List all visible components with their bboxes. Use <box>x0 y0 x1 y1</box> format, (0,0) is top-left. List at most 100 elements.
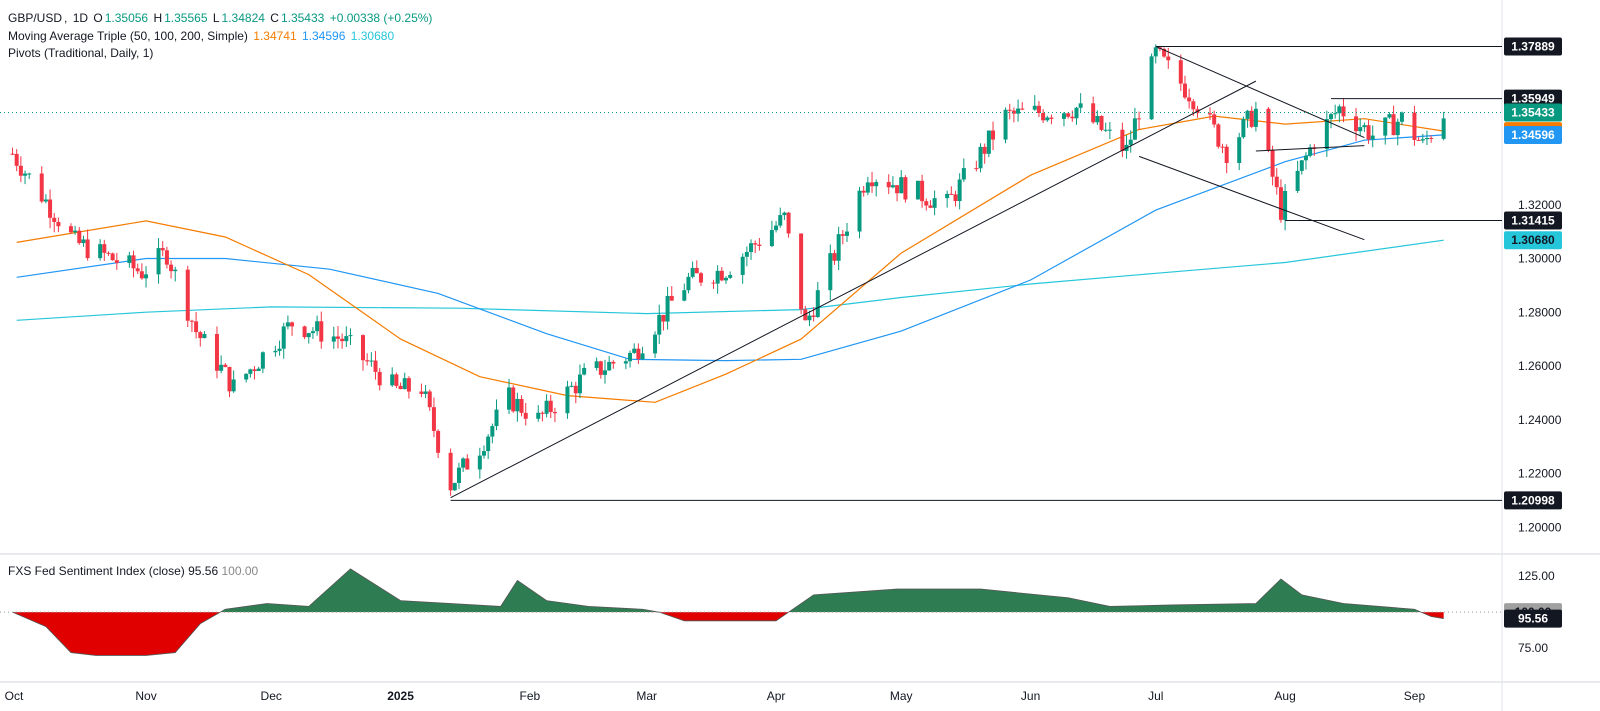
sub-y-tick-label: 125.00 <box>1518 569 1555 583</box>
candle-body <box>724 277 728 281</box>
candle-body <box>1412 112 1417 140</box>
candle-body <box>740 256 745 275</box>
candle-body <box>348 335 353 337</box>
candle-body <box>373 360 378 372</box>
candle-body <box>477 455 482 470</box>
candle-body <box>214 334 219 371</box>
sentiment-ref: 100.00 <box>221 564 259 578</box>
candle-body <box>920 180 925 202</box>
y-tick-label: 1.20000 <box>1518 520 1562 534</box>
candle-body <box>1387 114 1392 118</box>
candle-body <box>1441 118 1446 139</box>
candle-body <box>490 426 495 437</box>
candle-body <box>369 360 374 362</box>
candle-body <box>1341 106 1346 117</box>
candle-body <box>256 368 261 371</box>
candle-body <box>569 385 574 387</box>
candle-body <box>1041 113 1046 121</box>
candle-body <box>135 268 140 272</box>
candle-body <box>1283 190 1288 220</box>
price-tag-label: 1.37889 <box>1511 39 1555 53</box>
candle-body <box>690 267 695 277</box>
candle-body <box>1429 137 1434 139</box>
y-tick-label: 1.22000 <box>1518 467 1562 481</box>
candle-body <box>957 179 962 202</box>
candle-body <box>1278 187 1283 220</box>
y-tick-label: 1.28000 <box>1518 305 1562 319</box>
candle-body <box>1333 113 1338 115</box>
candle-body <box>18 165 23 176</box>
candle-body <box>1266 108 1271 151</box>
candle-body <box>461 458 466 468</box>
price-tag-label: 1.34596 <box>1511 128 1555 142</box>
candle-body <box>507 387 512 410</box>
candle-body <box>1091 103 1096 123</box>
candle-body <box>1011 110 1016 114</box>
candle-body <box>1128 139 1133 145</box>
candle-body <box>1245 110 1250 119</box>
ma-legend[interactable]: Moving Average Triple (50, 100, 200, Sim… <box>8 29 396 43</box>
candle-body <box>77 230 82 244</box>
candle-body <box>56 221 61 227</box>
candle-body <box>728 274 733 278</box>
candle-body <box>1099 116 1104 130</box>
candle-body <box>23 173 28 176</box>
candle-body <box>106 252 111 254</box>
candle-body <box>749 243 754 252</box>
candle-body <box>427 391 432 408</box>
candle-body <box>1354 116 1359 132</box>
candle-body <box>799 233 804 310</box>
candle-body <box>1032 105 1037 110</box>
candle-body <box>594 361 599 368</box>
trendline <box>1255 145 1365 152</box>
candle-body <box>1399 112 1404 122</box>
high-value: 1.35565 <box>164 11 208 25</box>
candle-body <box>1370 135 1375 140</box>
candle-body <box>1391 114 1396 136</box>
candle-body <box>1166 56 1171 61</box>
candle-body <box>715 270 720 284</box>
candle-body <box>782 212 787 216</box>
candle-body <box>1074 107 1079 119</box>
candle-body <box>874 181 879 187</box>
candle-body <box>1003 109 1008 140</box>
sentiment-tag <box>1504 609 1562 628</box>
candle-body <box>845 231 849 236</box>
candle-body <box>870 182 875 187</box>
candle-body <box>302 326 307 338</box>
candle-body <box>1182 83 1187 98</box>
candle-body <box>786 212 791 234</box>
candle-body <box>1324 119 1329 149</box>
open-label: O <box>93 11 103 25</box>
candle-body <box>1220 146 1225 148</box>
candle-body <box>340 338 345 342</box>
y-tick-label: 1.24000 <box>1518 413 1562 427</box>
sentiment-line <box>12 568 1444 656</box>
price-tag-label: 1.20998 <box>1511 493 1555 507</box>
candle-body <box>949 193 954 195</box>
candle-body <box>110 253 115 261</box>
candle-body <box>160 248 165 251</box>
pivots-label: Pivots (Traditional, Daily, 1) <box>8 46 154 60</box>
x-tick-label: Feb <box>520 689 541 703</box>
candle-body <box>227 366 232 392</box>
candle-body <box>1120 129 1125 151</box>
candle-body <box>511 387 516 412</box>
candle-body <box>890 185 895 188</box>
pivots-legend[interactable]: Pivots (Traditional, Daily, 1) <box>8 46 155 60</box>
candle-body <box>365 360 370 362</box>
candle-body <box>953 194 958 202</box>
candle-body <box>1095 116 1100 123</box>
candle-body <box>1007 109 1012 111</box>
candle-body <box>1329 114 1333 120</box>
candle-body <box>285 322 290 327</box>
candle-body <box>1020 108 1025 110</box>
sentiment-legend[interactable]: FXS Fed Sentiment Index (close) 95.56 10… <box>8 564 258 578</box>
symbol[interactable]: GBP/USD <box>8 11 63 25</box>
interval[interactable]: 1D <box>72 11 89 25</box>
candle-body <box>68 226 73 233</box>
candle-body <box>398 385 403 390</box>
candle-body <box>778 215 783 226</box>
candle-body <box>1016 108 1021 114</box>
